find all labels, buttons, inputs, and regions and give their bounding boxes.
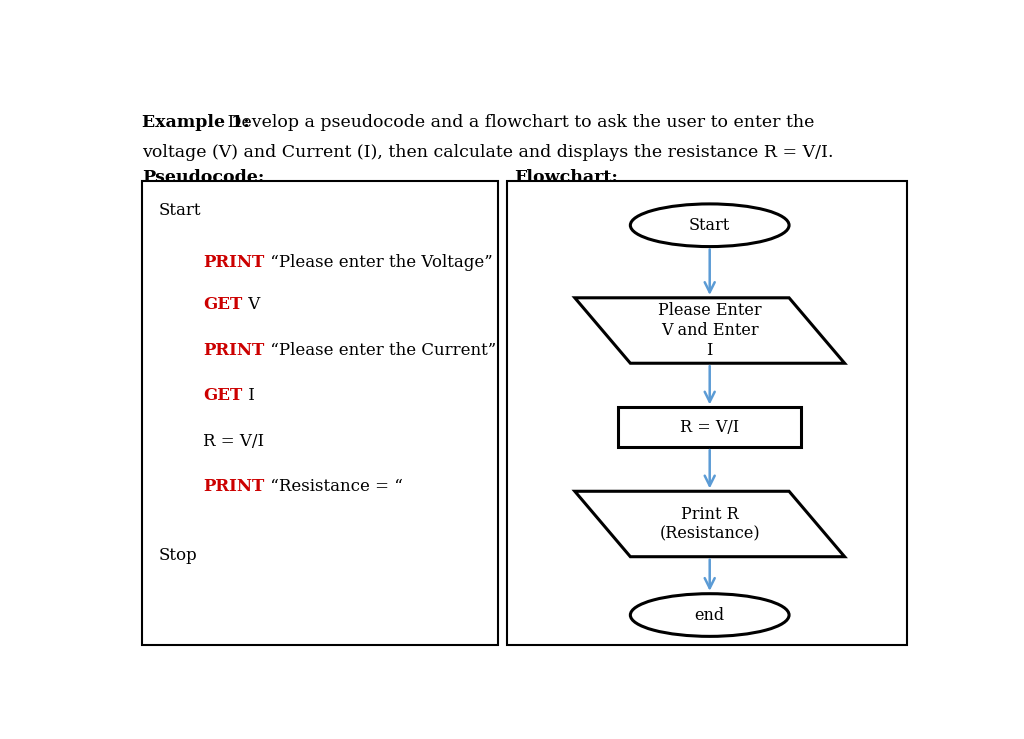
Text: V: V <box>243 296 260 313</box>
Text: R = V/I: R = V/I <box>680 419 739 436</box>
Text: Stop: Stop <box>158 547 197 564</box>
Text: Flowchart:: Flowchart: <box>514 169 618 186</box>
Text: Start: Start <box>689 217 730 234</box>
Text: PRINT: PRINT <box>204 478 264 495</box>
Text: Start: Start <box>158 202 201 219</box>
Text: voltage (V) and Current (I), then calculate and displays the resistance R = V/I.: voltage (V) and Current (I), then calcul… <box>142 144 834 161</box>
Text: GET: GET <box>204 387 243 404</box>
FancyBboxPatch shape <box>507 182 907 645</box>
Text: R = V/I: R = V/I <box>204 433 264 450</box>
Text: Print R
(Resistance): Print R (Resistance) <box>659 505 760 542</box>
Text: I: I <box>243 387 255 404</box>
Text: PRINT: PRINT <box>204 253 264 270</box>
Polygon shape <box>574 491 845 556</box>
Text: “Please enter the Voltage”: “Please enter the Voltage” <box>264 253 493 270</box>
FancyBboxPatch shape <box>142 182 498 645</box>
Text: PRINT: PRINT <box>204 342 264 359</box>
Text: GET: GET <box>204 296 243 313</box>
Text: Pseudocode:: Pseudocode: <box>142 169 264 186</box>
Text: Develop a pseudocode and a flowchart to ask the user to enter the: Develop a pseudocode and a flowchart to … <box>221 115 814 132</box>
Polygon shape <box>574 298 845 364</box>
Text: end: end <box>694 607 725 624</box>
Text: “Please enter the Current”: “Please enter the Current” <box>264 342 496 359</box>
Text: Please Enter
V and Enter
I: Please Enter V and Enter I <box>657 302 762 358</box>
Text: Example 1:: Example 1: <box>142 115 250 132</box>
Ellipse shape <box>631 593 790 636</box>
FancyBboxPatch shape <box>618 407 801 447</box>
Text: “Resistance = “: “Resistance = “ <box>264 478 402 495</box>
Ellipse shape <box>631 204 790 247</box>
